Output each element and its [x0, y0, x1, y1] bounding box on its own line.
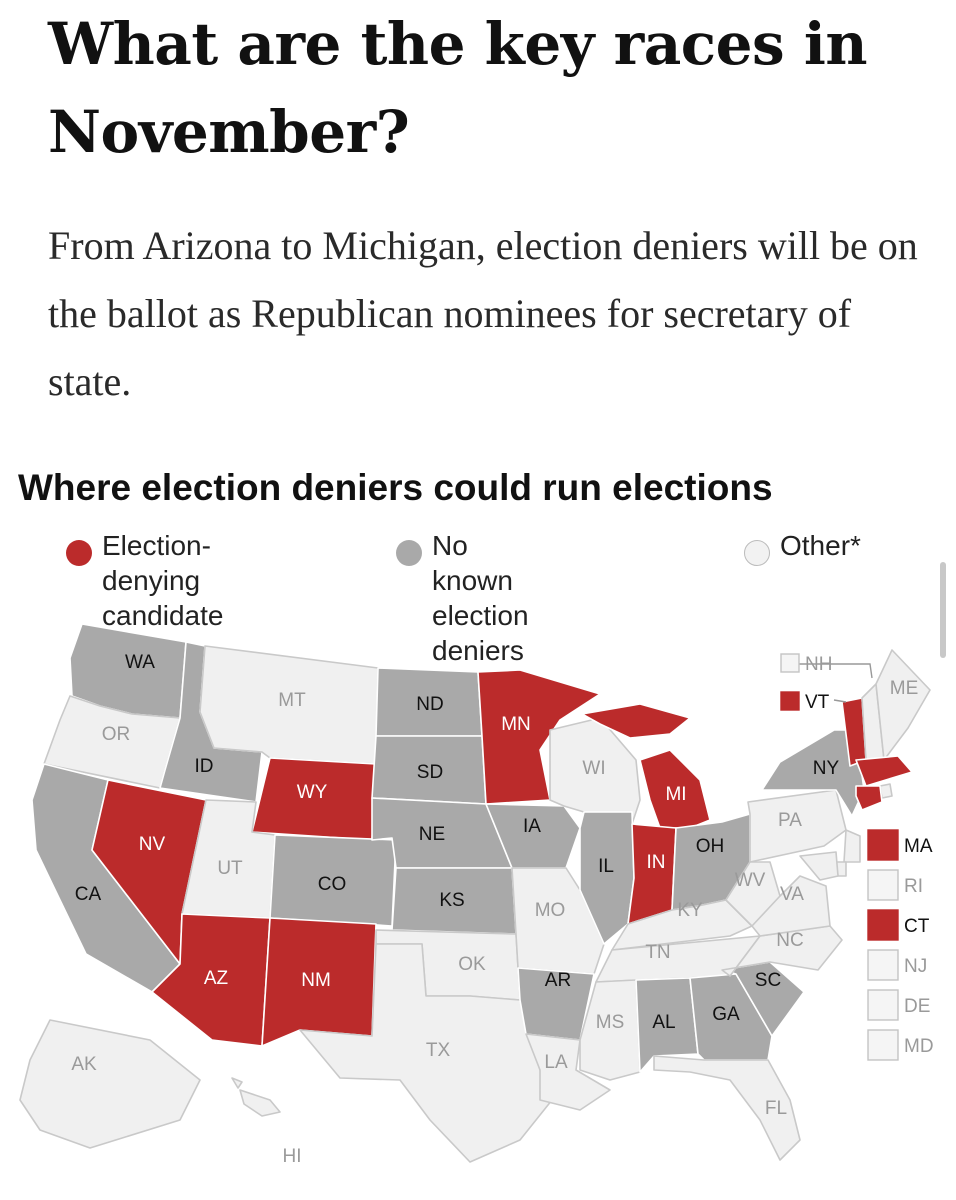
box-swatch-nh	[780, 653, 800, 673]
state-hi[interactable]	[231, 1077, 281, 1117]
state-label-mt: MT	[278, 690, 306, 711]
box-de: DE	[867, 989, 930, 1021]
box-swatch-de	[867, 989, 899, 1021]
state-in[interactable]	[627, 823, 677, 925]
state-label-ky: KY	[677, 900, 703, 921]
state-fl[interactable]	[653, 1055, 801, 1161]
state-tx[interactable]	[299, 943, 561, 1163]
box-vt: VT	[780, 691, 830, 713]
state-label-in: IN	[647, 852, 666, 873]
box-label-ma: MA	[904, 836, 933, 857]
box-swatch-ct	[867, 909, 899, 941]
box-swatch-ri	[867, 869, 899, 901]
state-mo[interactable]	[511, 867, 605, 975]
article-dek: From Arizona to Michigan, election denie…	[48, 223, 918, 404]
state-il[interactable]	[579, 811, 635, 945]
state-label-nd: ND	[416, 694, 443, 715]
state-label-wi: WI	[582, 758, 605, 779]
state-label-pa: PA	[778, 810, 802, 831]
state-label-ny: NY	[813, 758, 840, 779]
state-label-hi: HI	[283, 1146, 302, 1167]
state-label-mi: MI	[665, 784, 686, 805]
labels-layer: WA OR CA NV ID MT WY UT AZ CO NM ND SD NE KS OK TX MN IA MO…	[71, 652, 839, 1167]
state-ma[interactable]	[855, 755, 913, 787]
state-label-ut: UT	[217, 858, 243, 879]
box-nh: NH	[780, 653, 832, 675]
state-label-mo: MO	[535, 900, 566, 921]
state-label-va: VA	[780, 884, 804, 905]
state-label-tn: TN	[645, 942, 670, 963]
box-label-ri: RI	[904, 876, 923, 897]
legend-swatch-other	[744, 540, 770, 566]
state-label-tx: TX	[426, 1040, 451, 1061]
state-label-ca: CA	[75, 884, 102, 905]
box-label-nj: NJ	[904, 956, 927, 977]
state-label-ak: AK	[71, 1054, 97, 1075]
state-label-sc: SC	[755, 970, 781, 991]
map-title: Where election deniers could run electio…	[18, 467, 773, 508]
state-label-az: AZ	[204, 968, 229, 989]
box-swatch-nj	[867, 949, 899, 981]
state-label-ms: MS	[596, 1012, 625, 1033]
states-layer	[19, 623, 931, 1163]
state-ia[interactable]	[485, 803, 581, 869]
box-label-md: MD	[904, 1036, 934, 1057]
box-label-ct: CT	[904, 916, 930, 937]
box-ma: MA	[867, 829, 933, 861]
state-label-ks: KS	[439, 890, 464, 911]
state-label-wy: WY	[297, 782, 328, 803]
state-nj[interactable]	[843, 829, 861, 863]
box-label-de: DE	[904, 996, 930, 1017]
box-ri: RI	[867, 869, 923, 901]
state-label-nm: NM	[301, 970, 331, 991]
state-label-fl: FL	[765, 1098, 787, 1119]
state-mn[interactable]	[477, 669, 601, 805]
state-label-ia: IA	[523, 816, 541, 837]
state-ak[interactable]	[19, 1019, 201, 1149]
box-swatch-vt	[780, 691, 800, 711]
legend-swatch-none	[396, 540, 422, 566]
state-label-nc: NC	[776, 930, 803, 951]
state-label-nv: NV	[139, 834, 166, 855]
small-state-boxes: NH VT ME MA RI CT NJ DE MD	[780, 653, 934, 1061]
state-label-ne: NE	[419, 824, 445, 845]
box-ct: CT	[867, 909, 930, 941]
state-label-mn: MN	[501, 714, 531, 735]
state-label-wv: WV	[735, 870, 766, 891]
state-label-la: LA	[544, 1052, 568, 1073]
scrollbar-thumb[interactable]	[940, 562, 946, 658]
box-label-vt: VT	[805, 692, 830, 713]
box-swatch-ma	[867, 829, 899, 861]
state-ct[interactable]	[855, 785, 883, 811]
box-swatch-md	[867, 1029, 899, 1061]
headline: What are the key races in November?	[48, 10, 868, 166]
state-label-al: AL	[652, 1012, 675, 1033]
state-mi[interactable]	[581, 703, 711, 829]
state-me[interactable]	[875, 649, 931, 761]
box-md: MD	[867, 1029, 934, 1061]
state-label-co: CO	[318, 874, 347, 895]
state-label-il: IL	[598, 856, 614, 877]
state-al[interactable]	[635, 977, 699, 1073]
us-map: WA OR CA NV ID MT WY UT AZ CO NM ND SD NE KS OK TX MN IA MO…	[19, 623, 934, 1167]
leader-lines	[799, 663, 873, 703]
legend-label-other: Other*	[780, 530, 861, 561]
box-label-me: ME	[890, 678, 919, 699]
state-label-wa: WA	[125, 652, 155, 673]
state-label-or: OR	[102, 724, 131, 745]
state-label-ar: AR	[545, 970, 571, 991]
state-md[interactable]	[799, 851, 839, 881]
state-label-sd: SD	[417, 762, 443, 783]
state-label-oh: OH	[696, 836, 725, 857]
state-label-ga: GA	[712, 1004, 740, 1025]
state-label-id: ID	[195, 756, 214, 777]
legend-swatch-denier	[66, 540, 92, 566]
box-label-nh: NH	[805, 654, 832, 675]
state-wv[interactable]	[725, 861, 781, 927]
state-label-ok: OK	[458, 954, 486, 975]
box-me: ME	[890, 678, 919, 699]
box-nj: NJ	[867, 949, 927, 981]
